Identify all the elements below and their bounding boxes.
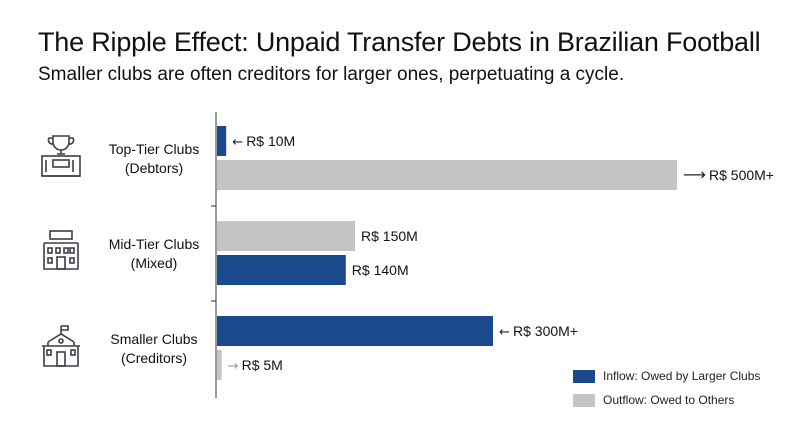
bar-value-label: R$ 140M bbox=[352, 262, 409, 278]
category-label: Top-Tier Clubs bbox=[109, 141, 200, 157]
legend-item-outflow: Outflow: Owed to Others bbox=[573, 390, 760, 410]
chart-title: The Ripple Effect: Unpaid Transfer Debts… bbox=[38, 27, 761, 57]
category-label: Smaller Clubs bbox=[110, 331, 197, 347]
bar-value-label: R$ 300M+ bbox=[513, 323, 578, 339]
bar-arrow: ⟶ bbox=[683, 165, 706, 184]
bar-value-label: R$ 5M bbox=[242, 357, 283, 373]
category-sublabel: (Mixed) bbox=[131, 255, 178, 271]
bar-outflow bbox=[217, 350, 222, 380]
bar-inflow bbox=[217, 126, 227, 156]
bar-inflow bbox=[217, 255, 346, 285]
legend-swatch-outflow bbox=[573, 393, 595, 407]
category-sublabel: (Debtors) bbox=[125, 160, 183, 176]
bar-outflow bbox=[217, 221, 355, 251]
bar-arrow: ← bbox=[499, 325, 510, 340]
category-label: Mid-Tier Clubs bbox=[109, 236, 200, 252]
bar-outflow bbox=[217, 160, 677, 190]
legend-swatch-inflow bbox=[573, 369, 595, 383]
legend-label-inflow: Inflow: Owed by Larger Clubs bbox=[603, 369, 761, 383]
bar-arrow: ← bbox=[232, 135, 243, 150]
bar-value-label: R$ 10M bbox=[246, 133, 295, 149]
legend-label-outflow: Outflow: Owed to Others bbox=[603, 393, 735, 407]
category-sublabel: (Creditors) bbox=[121, 350, 187, 366]
legend: Inflow: Owed by Larger Clubs Outflow: Ow… bbox=[573, 366, 760, 414]
legend-item-inflow: Inflow: Owed by Larger Clubs bbox=[573, 366, 760, 386]
chart-subtitle: Smaller clubs are often creditors for la… bbox=[38, 64, 625, 85]
school-building-icon bbox=[42, 325, 80, 367]
bar-arrow: → bbox=[228, 359, 239, 374]
trophy-building-icon bbox=[41, 135, 81, 177]
bar-value-label: R$ 150M bbox=[361, 228, 418, 244]
stadium-building-icon bbox=[43, 230, 79, 270]
bar-value-label: R$ 500M+ bbox=[709, 167, 774, 183]
bar-inflow bbox=[217, 316, 493, 346]
